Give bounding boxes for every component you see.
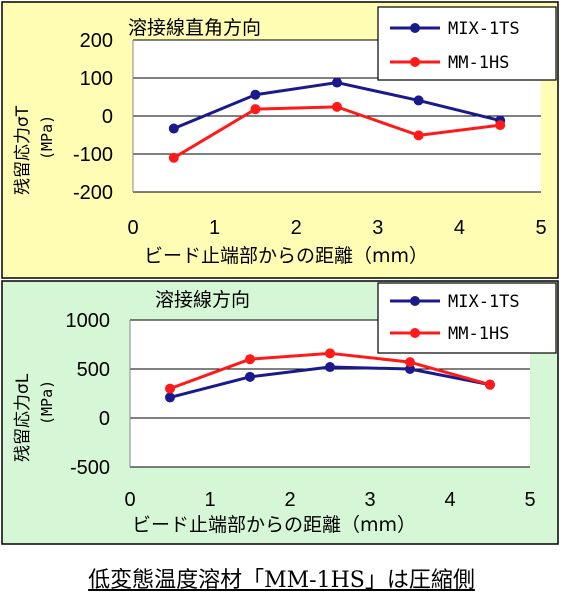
x-axis-label: ビード止端部からの距離（mm） — [132, 514, 416, 536]
legend-box — [377, 6, 557, 81]
y-axis-unit: (MPa) — [38, 115, 56, 160]
legend-label-mix: MIX-1TS — [448, 292, 520, 312]
chart-title: 溶接線直角方向 — [128, 17, 261, 39]
data-point-mm — [405, 357, 415, 368]
x-tick-label: 1 — [209, 217, 220, 239]
legend-box — [377, 282, 557, 354]
data-point-mm — [245, 354, 255, 365]
data-point-mix — [250, 89, 261, 100]
data-point-mm — [250, 104, 261, 115]
legend-label-mix: MIX-1TS — [448, 19, 520, 39]
legend-marker-mm — [410, 328, 420, 338]
x-tick-label: 2 — [291, 217, 302, 239]
data-point-mm — [495, 120, 506, 131]
y-tick-label: 0 — [99, 408, 110, 430]
x-tick-label: 2 — [284, 489, 295, 511]
y-tick-label: 0 — [102, 106, 113, 128]
legend-label-mm: MM-1HS — [448, 53, 509, 73]
data-point-mix — [165, 392, 175, 403]
data-point-mix — [332, 77, 342, 88]
y-tick-label: 500 — [77, 359, 110, 381]
x-tick-label: 5 — [524, 489, 535, 511]
data-point-mm — [485, 379, 495, 390]
x-tick-label: 1 — [204, 489, 215, 511]
data-series — [165, 348, 495, 403]
legend-marker-mix — [410, 23, 420, 33]
x-tick-label: 0 — [127, 217, 138, 239]
legend-marker-mm — [410, 57, 420, 67]
data-point-mm — [413, 130, 424, 141]
x-tick-label: 5 — [535, 217, 546, 239]
data-point-mm — [165, 383, 175, 394]
data-series — [168, 77, 506, 163]
data-point-mm — [332, 101, 342, 112]
x-tick-labels: 0 1 2 3 4 5 — [127, 217, 546, 239]
x-tick-label: 4 — [454, 217, 465, 239]
caption: 低変態温度溶材「MM-1HS」は圧縮側 — [0, 562, 563, 594]
data-point-mix — [168, 123, 179, 134]
legend-marker-mix — [410, 296, 420, 306]
x-axis-label: ビード止端部からの距離（mm） — [144, 245, 428, 267]
data-point-mix — [405, 364, 415, 374]
x-tick-labels: 0 1 2 3 4 5 — [124, 489, 535, 511]
data-point-mm — [325, 348, 335, 359]
data-point-mix — [245, 371, 255, 382]
data-point-mix — [325, 362, 335, 373]
chart-panel-transverse: 200 100 0 -100 -200 0 1 2 3 4 5 溶接線直角方向 ビード止端部からの… — [1, 1, 559, 279]
y-tick-label: 1000 — [66, 310, 111, 332]
legend: MIX-1TS MM-1HS — [377, 282, 557, 354]
chart-title: 溶接線方向 — [155, 289, 250, 311]
y-tick-labels: 200 100 0 -100 -200 — [73, 30, 113, 204]
x-tick-label: 3 — [364, 489, 375, 511]
y-axis-unit: (MPa) — [38, 380, 56, 425]
y-tick-label: 100 — [80, 68, 113, 90]
x-tick-label: 0 — [124, 489, 135, 511]
caption-text: 低変態温度溶材「MM-1HS」は圧縮側 — [88, 568, 475, 593]
x-tick-label: 3 — [372, 217, 383, 239]
data-point-mm — [168, 152, 179, 163]
y-tick-label: -200 — [73, 182, 113, 204]
y-tick-label: -100 — [73, 144, 113, 166]
y-tick-labels: 1000 500 0 -500 — [66, 310, 111, 479]
y-tick-label: 200 — [80, 30, 113, 52]
legend: MIX-1TS MM-1HS — [377, 6, 557, 81]
y-axis-label: 残留応力σL — [13, 373, 33, 462]
x-tick-label: 4 — [444, 489, 455, 511]
legend-label-mm: MM-1HS — [448, 324, 509, 344]
data-point-mix — [413, 95, 424, 106]
y-axis-label: 残留応力σT — [13, 105, 33, 195]
chart-panel-longitudinal: 1000 500 0 -500 0 1 2 3 4 5 溶接線方向 ビード止端部からの距離（mm… — [1, 280, 559, 545]
y-tick-label: -500 — [70, 457, 110, 479]
